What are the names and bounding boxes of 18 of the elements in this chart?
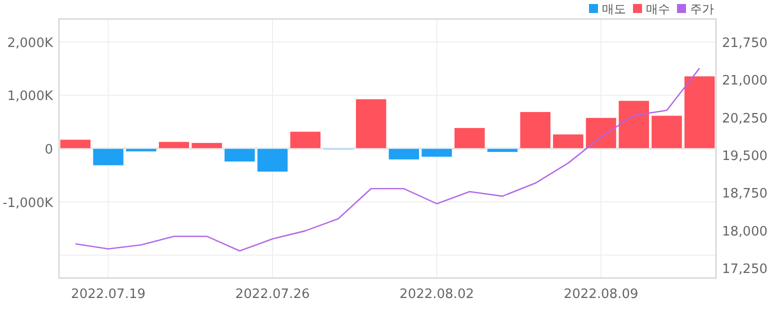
x-tick-label: 2022.07.26	[235, 287, 310, 302]
y2-tick-label: 21,000	[722, 74, 768, 89]
x-tick-label: 2022.08.09	[564, 287, 638, 302]
legend-label: 주가	[690, 2, 714, 16]
y-tick-label: 1,000K	[7, 89, 54, 104]
y2-tick-label: 17,250	[722, 262, 768, 277]
x-tick-label: 2022.07.19	[71, 287, 146, 302]
x-tick-label: 2022.08.02	[400, 287, 474, 302]
y2-tick-label: 19,500	[722, 149, 768, 164]
legend-label: 매수	[646, 2, 670, 16]
y2-tick-label: 21,750	[722, 36, 768, 52]
y2-tick-label: 20,250	[722, 111, 768, 126]
y-tick-label: 2,000K	[7, 36, 54, 51]
y-tick-label: -1,000K	[2, 196, 54, 211]
legend-label: 매도	[602, 2, 626, 16]
y-tick-label: 0	[44, 142, 53, 158]
y2-tick-label: 18,000	[722, 224, 768, 240]
y2-tick-label: 18,750	[722, 186, 768, 202]
